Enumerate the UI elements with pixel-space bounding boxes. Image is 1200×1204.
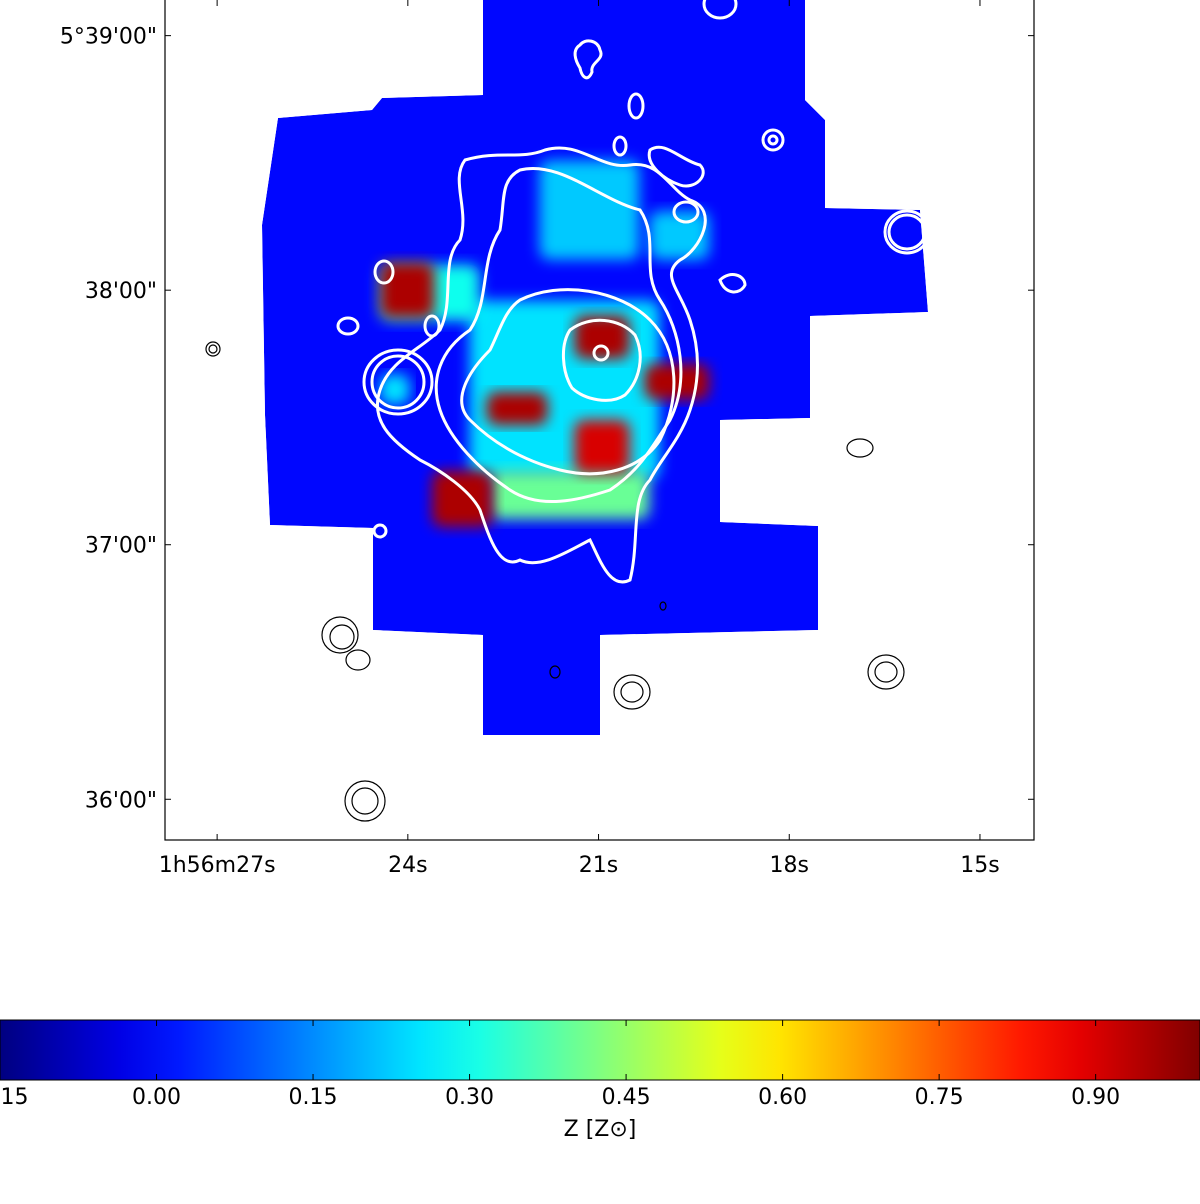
- colorbar-tick-label: 0.00: [132, 1085, 181, 1110]
- y-tick-label: 36'00": [85, 788, 157, 813]
- colorbar-tick-label: -0.15: [0, 1085, 28, 1110]
- metallicity-patch: [489, 470, 650, 520]
- metallicity-patch: [574, 315, 630, 359]
- metallicity-patch: [574, 420, 630, 474]
- colorbar-tick-label: 0.30: [445, 1085, 494, 1110]
- metallicity-patch: [486, 392, 548, 426]
- colorbar-tick-label: 0.45: [602, 1085, 651, 1110]
- metallicity-patch: [379, 262, 435, 319]
- plot-frame: [164, 0, 1035, 841]
- colorbar-tick-label: 0.15: [289, 1085, 338, 1110]
- metallicity-patch: [431, 470, 493, 527]
- contours: [205, 0, 931, 822]
- metallicity-patch: [539, 160, 640, 260]
- colorbar-tick-label: 0.75: [915, 1085, 964, 1110]
- colorbar-label: Z [Z⊙]: [564, 1117, 637, 1142]
- x-tick-label: 1h56m27s: [159, 853, 276, 878]
- x-tick-label: 24s: [388, 853, 427, 878]
- y-tick-label: 37'00": [85, 534, 157, 559]
- x-tick-label: 18s: [770, 853, 809, 878]
- colorbar: [0, 1019, 1200, 1081]
- colorbar-tick-label: 0.90: [1071, 1085, 1120, 1110]
- metallicity-patch: [379, 374, 410, 405]
- y-tick-label: 38'00": [85, 279, 157, 304]
- metallicity-patch: [644, 364, 710, 400]
- y-tick-label: 5°39'00": [60, 25, 157, 50]
- x-tick-label: 15s: [960, 853, 999, 878]
- colorbar-tick-label: 0.60: [758, 1085, 807, 1110]
- x-tick-label: 21s: [579, 853, 618, 878]
- metallicity-map: [262, 0, 928, 735]
